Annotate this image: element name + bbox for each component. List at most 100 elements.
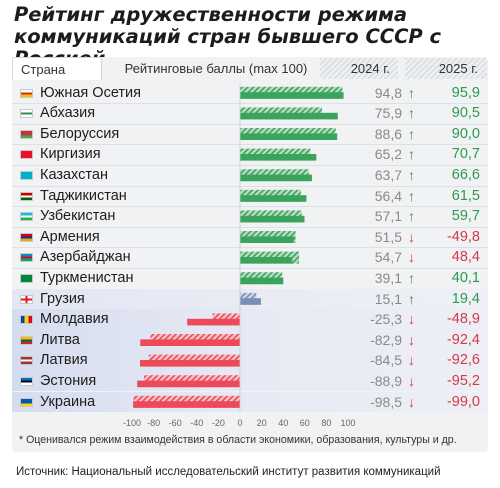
- arrow-down-icon: ↓: [408, 393, 415, 410]
- row-separator: [12, 267, 488, 269]
- arrow-up-icon: ↑: [408, 146, 415, 163]
- value-2024-label: 54,7: [374, 249, 402, 266]
- country-name: Эстония: [40, 372, 97, 389]
- footnote: * Оценивался режим взаимодействия в обла…: [19, 434, 457, 446]
- row-separator: [12, 103, 488, 105]
- arrow-up-icon: ↑: [408, 84, 415, 101]
- value-2024-label: 94,8: [374, 84, 402, 101]
- row-separator: [12, 226, 488, 228]
- table-row: Абхазия 75,9 ↑ 90,5: [12, 103, 488, 124]
- value-2024-label: 39,1: [374, 269, 402, 286]
- value-2025-label: 48,4: [451, 249, 480, 266]
- row-band: [12, 391, 488, 413]
- value-2025-label: -99,0: [446, 393, 480, 410]
- arrow-up-icon: ↑: [408, 208, 415, 225]
- table-row: Литва -82,9 ↓ -92,4: [12, 329, 488, 351]
- value-2025-label: 70,7: [451, 146, 480, 163]
- value-2025-label: -48,9: [446, 311, 480, 328]
- value-2024-label: -88,9: [370, 372, 402, 389]
- abkhazia-flag-icon: [20, 109, 33, 119]
- arrow-down-icon: ↓: [408, 228, 415, 245]
- table-row: Молдавия -25,3 ↓ -48,9: [12, 309, 488, 330]
- year-2025-header-hatch: [405, 58, 487, 79]
- value-2025-label: 61,5: [451, 187, 480, 204]
- azerbaijan-flag-icon: [20, 253, 33, 263]
- tajikistan-flag-icon: [20, 191, 33, 201]
- table-row: Казахстан 63,7 ↑ 66,6: [12, 165, 488, 186]
- value-2025-label: 19,4: [451, 290, 480, 307]
- country-name: Белоруссия: [40, 125, 120, 142]
- year-2024-column-header: 2024 г.: [350, 61, 390, 76]
- estonia-flag-icon: [20, 376, 33, 386]
- value-2025-label: 66,6: [451, 166, 480, 183]
- value-2024-label: -84,5: [370, 352, 402, 369]
- country-name: Киргизия: [40, 146, 101, 163]
- latvia-flag-icon: [20, 356, 33, 366]
- uzbekistan-flag-icon: [20, 212, 33, 222]
- country-name: Латвия: [40, 352, 88, 369]
- value-2024-label: 63,7: [374, 166, 402, 183]
- value-2025-label: 40,1: [451, 269, 480, 286]
- value-2025-label: 95,9: [451, 84, 480, 101]
- table-row: Грузия 15,1 ↑ 19,4: [12, 288, 488, 310]
- row-separator: [12, 164, 488, 166]
- value-2025-label: 90,5: [451, 105, 480, 122]
- south-ossetia-flag-icon: [20, 88, 33, 98]
- arrow-down-icon: ↓: [408, 352, 415, 369]
- country-column-header: Страна: [12, 57, 102, 80]
- country-name: Абхазия: [40, 105, 96, 122]
- arrow-up-icon: ↑: [408, 105, 415, 122]
- table-row: Азербайджан 54,7 ↓ 48,4: [12, 247, 488, 268]
- arrow-down-icon: ↓: [408, 249, 415, 266]
- value-2025-label: -92,4: [446, 331, 480, 348]
- table-row: Туркменистан 39,1 ↑ 40,1: [12, 268, 488, 289]
- value-2025-label: -92,6: [446, 352, 480, 369]
- row-separator: [12, 247, 488, 249]
- year-2024-header-hatch: [320, 58, 398, 79]
- row-band: [12, 309, 488, 330]
- table-row: Украина -98,5 ↓ -99,0: [12, 391, 488, 413]
- arrow-up-icon: ↑: [408, 166, 415, 183]
- country-name: Казахстан: [40, 166, 108, 183]
- arrow-up-icon: ↑: [408, 269, 415, 286]
- kyrgyzstan-flag-icon: [20, 150, 33, 160]
- georgia-flag-icon: [20, 294, 33, 304]
- row-separator: [12, 206, 488, 208]
- value-2024-label: -25,3: [370, 311, 402, 328]
- country-name: Грузия: [40, 290, 85, 307]
- year-2025-column-header: 2025 г.: [438, 61, 478, 76]
- country-name: Молдавия: [40, 311, 109, 328]
- row-band: [12, 370, 488, 392]
- arrow-up-icon: ↑: [408, 187, 415, 204]
- country-name: Азербайджан: [40, 249, 131, 266]
- arrow-down-icon: ↓: [408, 331, 415, 348]
- value-2024-label: 56,4: [374, 187, 402, 204]
- ukraine-flag-icon: [20, 397, 33, 407]
- table-row: Армения 51,5 ↓ -49,8: [12, 227, 488, 248]
- row-separator: [12, 123, 488, 125]
- armenia-flag-icon: [20, 232, 33, 242]
- arrow-down-icon: ↓: [408, 372, 415, 389]
- value-2024-label: -82,9: [370, 331, 402, 348]
- table-row: Киргизия 65,2 ↑ 70,7: [12, 144, 488, 165]
- country-name: Узбекистан: [40, 208, 116, 225]
- score-column-header: Рейтинговые баллы (max 100): [124, 61, 308, 76]
- table-row: Белоруссия 88,6 ↑ 90,0: [12, 124, 488, 145]
- country-name: Южная Осетия: [40, 84, 142, 101]
- country-name: Армения: [40, 228, 100, 245]
- value-2025-label: 59,7: [451, 208, 480, 225]
- table-row: Южная Осетия 94,8 ↑ 95,9: [12, 83, 488, 104]
- value-2025-label: -95,2: [446, 372, 480, 389]
- table-row: Узбекистан 57,1 ↑ 59,7: [12, 206, 488, 227]
- row-separator: [12, 144, 488, 146]
- value-2025-label: -49,8: [446, 228, 480, 245]
- moldova-flag-icon: [20, 315, 33, 325]
- source-note: Источник: Национальный исследовательский…: [16, 466, 441, 478]
- value-2024-label: 57,1: [374, 208, 402, 225]
- country-name: Таджикистан: [40, 187, 127, 204]
- country-name: Литва: [40, 331, 80, 348]
- value-2024-label: 51,5: [374, 228, 402, 245]
- belarus-flag-icon: [20, 129, 33, 139]
- value-2024-label: 88,6: [374, 125, 402, 142]
- row-separator: [12, 185, 488, 187]
